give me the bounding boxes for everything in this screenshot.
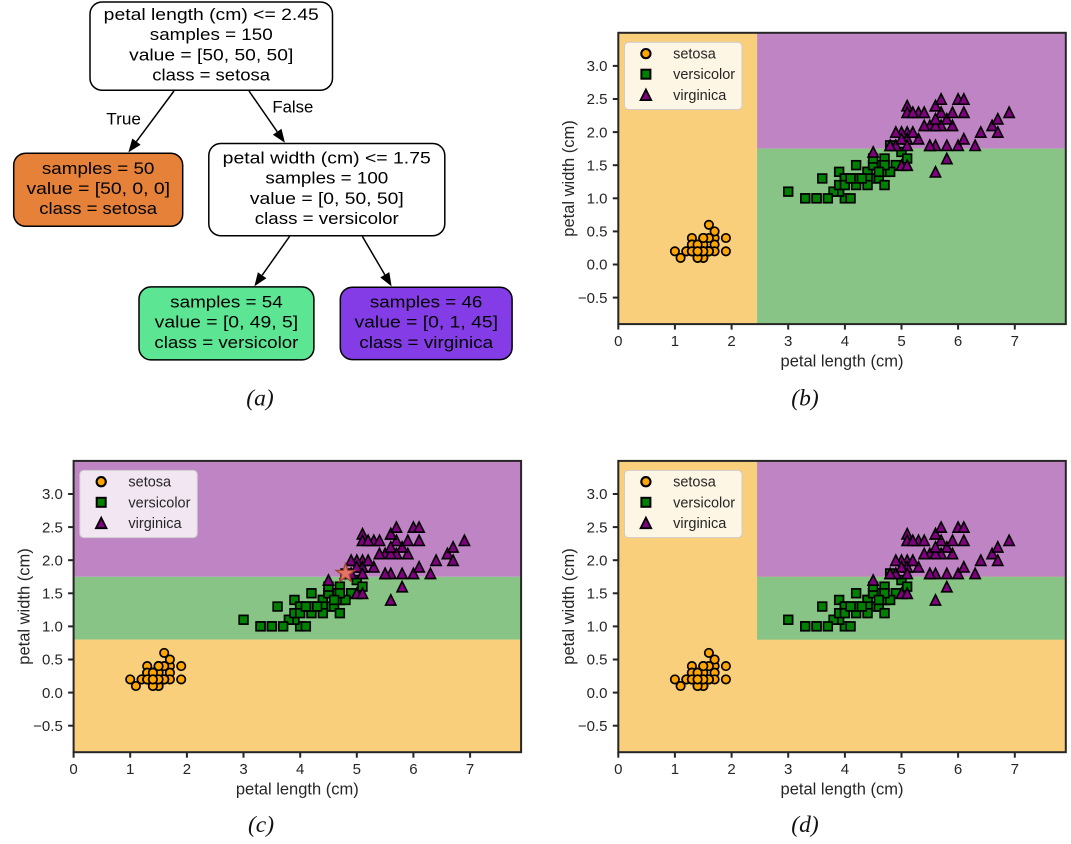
svg-text:0.0: 0.0 [587,685,608,702]
svg-text:2.0: 2.0 [587,124,608,141]
svg-text:2.5: 2.5 [587,91,608,108]
svg-text:2.5: 2.5 [587,519,608,536]
svg-text:samples = 150: samples = 150 [150,26,273,44]
svg-text:virginica: virginica [673,88,727,104]
svg-text:−0.5: −0.5 [578,718,608,735]
svg-text:value = [0, 50, 50]: value = [0, 50, 50] [250,190,404,208]
svg-text:1.5: 1.5 [587,157,608,174]
svg-text:4: 4 [841,761,849,778]
svg-text:petal width (cm): petal width (cm) [15,548,33,664]
svg-text:0: 0 [614,333,622,350]
svg-text:2.0: 2.0 [42,552,63,569]
svg-text:petal width (cm) <= 1.75: petal width (cm) <= 1.75 [223,150,431,168]
svg-text:1: 1 [671,761,679,778]
svg-text:setosa: setosa [673,47,717,63]
svg-text:5: 5 [897,761,905,778]
svg-text:samples = 50: samples = 50 [42,160,154,178]
svg-text:(a): (a) [246,386,274,412]
svg-text:class = setosa: class = setosa [152,67,271,85]
svg-text:−0.5: −0.5 [33,718,63,735]
svg-text:versicolor: versicolor [673,495,735,511]
svg-text:class = virginica: class = virginica [359,334,494,352]
svg-text:petal length (cm): petal length (cm) [781,781,904,799]
svg-text:(c): (c) [248,812,274,838]
svg-text:samples = 100: samples = 100 [265,170,388,188]
svg-text:0.5: 0.5 [587,224,608,241]
svg-text:0.0: 0.0 [587,257,608,274]
svg-text:2.0: 2.0 [587,552,608,569]
svg-text:4: 4 [841,333,849,350]
svg-text:value = [0, 1, 45]: value = [0, 1, 45] [355,314,499,332]
svg-text:False: False [272,99,313,117]
svg-text:petal length (cm): petal length (cm) [781,352,904,370]
svg-text:0.5: 0.5 [42,652,63,669]
svg-text:setosa: setosa [673,475,717,491]
svg-text:petal length (cm): petal length (cm) [236,781,359,799]
svg-text:value = [0, 49, 5]: value = [0, 49, 5] [155,314,299,332]
svg-text:2: 2 [183,761,191,778]
svg-text:1.0: 1.0 [42,619,63,636]
svg-text:versicolor: versicolor [673,67,735,83]
svg-text:setosa: setosa [128,475,172,491]
svg-text:7: 7 [1011,761,1019,778]
svg-text:(b): (b) [791,386,819,412]
svg-text:1: 1 [671,333,679,350]
svg-text:versicolor: versicolor [128,495,190,511]
svg-text:1.0: 1.0 [587,191,608,208]
svg-text:6: 6 [409,761,417,778]
svg-text:value = [50, 50, 50]: value = [50, 50, 50] [129,46,293,64]
svg-text:petal width (cm): petal width (cm) [560,120,578,236]
svg-text:3: 3 [784,761,792,778]
svg-text:3.0: 3.0 [587,58,608,75]
svg-text:2.5: 2.5 [42,519,63,536]
svg-text:3: 3 [239,761,247,778]
svg-text:value = [50, 0, 0]: value = [50, 0, 0] [27,180,171,198]
svg-text:0.0: 0.0 [42,685,63,702]
svg-text:5: 5 [897,333,905,350]
svg-text:3.0: 3.0 [587,486,608,503]
svg-text:6: 6 [954,761,962,778]
svg-text:−0.5: −0.5 [578,290,608,307]
svg-text:2: 2 [727,761,735,778]
svg-text:1.5: 1.5 [587,586,608,603]
svg-text:samples = 54: samples = 54 [170,293,283,311]
svg-text:7: 7 [466,761,474,778]
svg-text:4: 4 [296,761,304,778]
svg-text:1: 1 [126,761,134,778]
svg-text:5: 5 [353,761,361,778]
svg-text:1.5: 1.5 [42,586,63,603]
svg-text:class = versicolor: class = versicolor [154,334,299,352]
svg-text:1.0: 1.0 [587,619,608,636]
svg-text:petal width (cm): petal width (cm) [560,548,578,664]
svg-text:class = versicolor: class = versicolor [255,210,400,228]
svg-text:virginica: virginica [128,516,182,532]
svg-text:0: 0 [614,761,622,778]
svg-text:0.5: 0.5 [587,652,608,669]
svg-text:petal length (cm) <= 2.45: petal length (cm) <= 2.45 [104,6,319,24]
svg-text:2: 2 [727,333,735,350]
svg-text:virginica: virginica [673,516,727,532]
svg-text:(d): (d) [791,812,819,838]
svg-text:3: 3 [784,333,792,350]
svg-text:3.0: 3.0 [42,486,63,503]
svg-text:samples = 46: samples = 46 [370,293,483,311]
svg-text:0: 0 [69,761,77,778]
svg-text:7: 7 [1011,333,1019,350]
svg-text:True: True [106,110,141,128]
svg-text:class = setosa: class = setosa [39,200,158,218]
svg-text:6: 6 [954,333,962,350]
